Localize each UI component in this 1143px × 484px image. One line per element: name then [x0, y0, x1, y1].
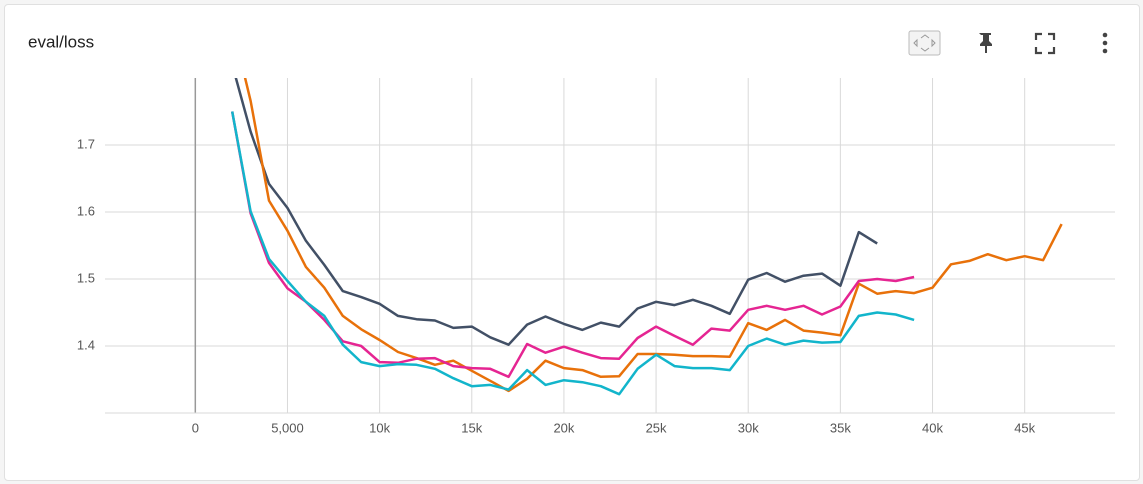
- fullscreen-button[interactable]: [1034, 32, 1056, 55]
- more-button[interactable]: [1102, 32, 1108, 54]
- series-line: [243, 78, 1063, 393]
- x-tick-label: 15k: [461, 420, 482, 435]
- x-tick-label: 30k: [738, 420, 759, 435]
- x-tick-label: 0: [192, 420, 199, 435]
- y-tick-label: 1.6: [77, 203, 95, 218]
- y-tick-label: 1.5: [77, 270, 95, 285]
- x-tick-label: 45k: [1014, 420, 1035, 435]
- x-tick-label: 25k: [646, 420, 667, 435]
- x-tick-label: 10k: [369, 420, 390, 435]
- chart-title: eval/loss: [28, 32, 94, 51]
- fit-domain-button[interactable]: [908, 30, 941, 56]
- y-tick-label: 1.4: [77, 337, 95, 352]
- series-line: [230, 111, 915, 396]
- series-line: [230, 111, 915, 379]
- x-tick-label: 5,000: [271, 420, 304, 435]
- plot-lines: [230, 78, 1063, 396]
- card: [4, 4, 1140, 481]
- x-tick-label: 40k: [922, 420, 943, 435]
- x-tick-label: 20k: [553, 420, 574, 435]
- y-tick-label: 1.7: [77, 136, 95, 151]
- pin-button[interactable]: [979, 33, 992, 53]
- toolbar: [908, 30, 1108, 56]
- x-tick-label: 35k: [830, 420, 851, 435]
- series-line: [234, 78, 878, 346]
